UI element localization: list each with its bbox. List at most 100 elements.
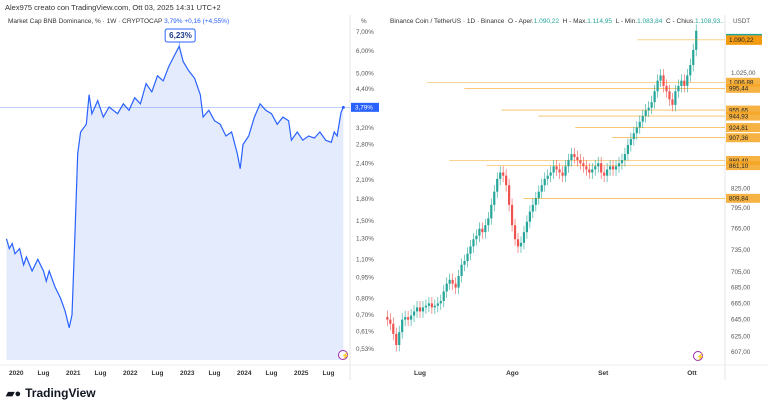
left-x-tick: Lug [266, 370, 278, 377]
left-y-tick: 0,95% [356, 274, 374, 281]
svg-text:⚡: ⚡ [341, 351, 350, 360]
candle [531, 198, 534, 218]
candle [582, 156, 585, 173]
left-y-tick: 1,50% [356, 218, 374, 225]
level-badge [726, 123, 760, 133]
left-y-tick: 1,80% [356, 196, 374, 203]
candle [540, 178, 543, 199]
candle [591, 163, 594, 179]
candle [454, 277, 457, 295]
candle [629, 132, 632, 152]
candle [617, 156, 621, 173]
candle [466, 247, 469, 268]
candle [534, 191, 537, 212]
high-value: 1.114,95 [587, 18, 613, 25]
candle [677, 79, 680, 98]
candle [469, 240, 472, 261]
candle [496, 172, 499, 199]
candle [695, 24, 698, 57]
candle [457, 269, 460, 295]
candle [692, 43, 695, 72]
left-y-tick: 2,40% [356, 160, 374, 167]
candle [484, 218, 487, 239]
candle [433, 299, 436, 314]
left-x-tick: 2021 [66, 370, 81, 377]
candle [472, 232, 475, 253]
candle [490, 198, 493, 225]
candle [549, 166, 552, 183]
right-x-tick: Lug [414, 370, 426, 377]
level-badge [726, 193, 760, 203]
left-legend: Market Cap BNB Dominance, % · 1W · CRYPT… [8, 18, 229, 25]
candle [611, 159, 615, 176]
candle [516, 232, 520, 253]
candle [689, 58, 692, 82]
left-y-tick: 1,10% [356, 256, 374, 263]
candle [409, 309, 413, 327]
candle [407, 310, 410, 327]
current-price-label: 1.090,22 [729, 37, 754, 44]
left-last-point [341, 105, 345, 109]
candle [573, 147, 576, 164]
candle [412, 305, 416, 322]
candle [668, 84, 671, 106]
candle [564, 159, 567, 183]
right-symbol-title: Binance Coin / TetherUS · 1D · Binance [390, 18, 505, 25]
candle [528, 205, 531, 229]
candle [656, 74, 659, 98]
left-y-tick: 4,40% [356, 86, 374, 93]
candle [499, 166, 502, 186]
candle [513, 218, 517, 246]
chart-attribution: Alex975 creato con TradingView.com, Ott … [5, 3, 221, 12]
candle [665, 79, 668, 98]
candle [579, 153, 582, 170]
candle [442, 285, 445, 308]
left-x-tick: Lug [209, 370, 221, 377]
candle [505, 169, 508, 192]
close-label: C - Chius. [666, 18, 695, 25]
svg-text:⚡: ⚡ [696, 352, 705, 361]
candle [635, 121, 638, 140]
candle [620, 153, 624, 170]
right-y-tick: 735,00 [731, 247, 751, 254]
candle [644, 104, 647, 123]
level-label: 809,84 [729, 196, 749, 203]
candle [558, 163, 561, 179]
left-y-tick: 2,10% [356, 177, 374, 184]
candle [641, 109, 644, 129]
candle [588, 163, 591, 179]
right-y-tick: 765,00 [731, 226, 751, 233]
candle [638, 115, 641, 134]
candle [448, 273, 451, 291]
low-value: 1.083,84 [637, 18, 663, 25]
candle [430, 297, 433, 314]
left-x-tick: Lug [152, 370, 164, 377]
tradingview-logo-icon: ▰● [6, 387, 22, 400]
candle [603, 166, 606, 183]
candle [576, 150, 579, 167]
left-current-badge [351, 102, 379, 112]
candle [546, 169, 549, 186]
peak-callout [164, 28, 196, 43]
brand-name: TradingView [25, 386, 96, 400]
candle [647, 101, 650, 117]
left-dominance-line [5, 44, 344, 328]
candle [650, 95, 653, 115]
candle [439, 294, 442, 310]
left-lightning-icon[interactable]: ⚡ [338, 350, 350, 361]
candle [561, 166, 564, 183]
candle [404, 310, 407, 327]
left-x-tick: Lug [323, 370, 335, 377]
level-badge [726, 77, 760, 87]
candle [567, 153, 570, 173]
candle [653, 84, 656, 109]
left-y-tick: 3,20% [356, 125, 374, 132]
right-lightning-icon[interactable]: ⚡ [693, 351, 705, 362]
open-label: O - Aper. [508, 18, 534, 25]
candle [481, 222, 484, 239]
tradingview-logo[interactable]: ▰● TradingView [6, 386, 96, 400]
level-badge [726, 133, 760, 143]
candle [594, 159, 597, 176]
left-x-tick: 2024 [237, 370, 252, 377]
